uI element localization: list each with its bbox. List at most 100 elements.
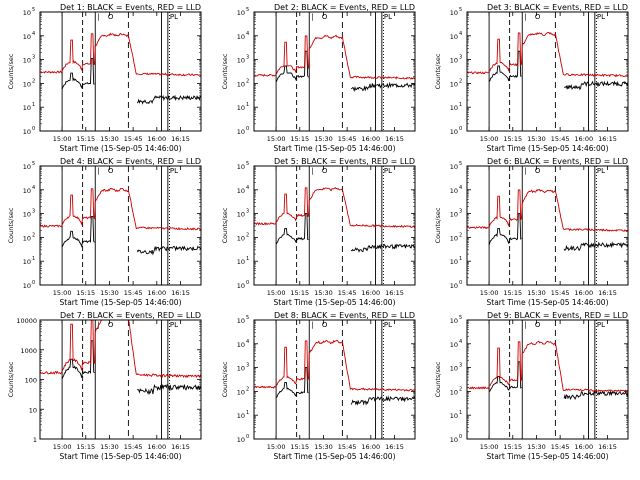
y-axis-label: Counts/sec [221, 207, 229, 243]
marker-label: | [524, 167, 526, 175]
chart-panel-6: Det 6: BLACK = Events, RED = LLD Counts/s… [434, 157, 629, 307]
chart-title: Det 8: BLACK = Events, RED = LLD [274, 311, 415, 320]
y-tick-exponent: 3 [246, 363, 249, 369]
y-tick-label: 10 [29, 406, 37, 414]
events-series-line [488, 361, 629, 401]
x-tick-label: 15:00 [480, 443, 499, 451]
y-tick-label: 10 [23, 104, 31, 112]
y-tick-label: 10 [23, 187, 31, 195]
marker-label: O [108, 13, 114, 21]
chart-title: Det 7: BLACK = Events, RED = LLD [60, 311, 201, 320]
chart-title: Det 1: BLACK = Events, RED = LLD [60, 3, 201, 12]
y-tick-label: 10 [450, 388, 458, 396]
y-tick-exponent: 4 [246, 31, 249, 37]
x-tick-label: 15:15 [290, 135, 309, 143]
x-tick-label: 15:30 [314, 443, 333, 451]
y-axis-label: Counts/sec [7, 361, 15, 397]
y-tick-label: 10 [450, 317, 458, 325]
chart-title: Det 6: BLACK = Events, RED = LLD [487, 157, 628, 166]
y-tick-exponent: 1 [246, 102, 249, 108]
y-tick-exponent: 2 [246, 232, 249, 238]
x-axis-label: Start Time (15-Sep-05 14:46:00) [274, 144, 396, 153]
marker-label: | [524, 13, 526, 21]
marker-label: | [311, 321, 313, 329]
x-tick-label: 15:00 [53, 289, 72, 297]
marker-label: O [535, 321, 541, 329]
x-axis-label: Start Time (15-Sep-05 14:46:00) [60, 144, 182, 153]
lld-series-line [253, 34, 416, 80]
y-tick-label: 10 [237, 128, 245, 136]
y-tick-label: 10 [23, 282, 31, 290]
y-tick-label: 10 [237, 163, 245, 171]
y-tick-exponent: 2 [459, 232, 462, 238]
x-tick-label: 15:15 [503, 443, 522, 451]
lld-series-line [39, 187, 202, 232]
x-tick-label: 15:45 [551, 443, 570, 451]
y-tick-exponent: 2 [459, 386, 462, 392]
y-tick-exponent: 0 [246, 434, 249, 440]
marker-label: PL [170, 167, 178, 175]
x-tick-label: 15:45 [124, 135, 143, 143]
y-tick-label: 10 [237, 282, 245, 290]
y-tick-label: 10 [237, 33, 245, 41]
y-tick-exponent: 4 [459, 339, 462, 345]
y-tick-label: 10 [450, 128, 458, 136]
chart-title: Det 4: BLACK = Events, RED = LLD [60, 157, 201, 166]
y-tick-label: 10 [23, 234, 31, 242]
y-tick-label: 10 [450, 33, 458, 41]
y-tick-exponent: 1 [459, 256, 462, 262]
events-series-line [488, 213, 629, 252]
x-tick-label: 15:00 [53, 135, 72, 143]
y-tick-exponent: 3 [459, 363, 462, 369]
x-tick-label: 15:15 [290, 289, 309, 297]
x-tick-label: 15:30 [527, 289, 546, 297]
marker-label: | [311, 13, 313, 21]
y-tick-label: 10 [23, 163, 31, 171]
y-tick-label: 10 [237, 211, 245, 219]
y-tick-exponent: 0 [459, 280, 462, 286]
chart-panel-4: Det 4: BLACK = Events, RED = LLD Counts/s… [7, 157, 202, 307]
marker-label: PL [170, 321, 178, 329]
chart-title: Det 3: BLACK = Events, RED = LLD [487, 3, 628, 12]
x-tick-label: 16:15 [385, 443, 404, 451]
y-tick-exponent: 2 [459, 78, 462, 84]
lld-series-line [466, 31, 629, 78]
x-tick-label: 16:00 [361, 289, 380, 297]
y-tick-exponent: 0 [459, 434, 462, 440]
y-tick-exponent: 5 [246, 315, 249, 321]
y-tick-exponent: 0 [246, 280, 249, 286]
y-tick-label: 1 [33, 436, 37, 444]
marker-label: O [322, 13, 328, 21]
plot-frame [466, 11, 629, 132]
marker-label: | [97, 13, 99, 21]
chart-panel-3: Det 3: BLACK = Events, RED = LLD Counts/s… [434, 3, 629, 153]
x-tick-label: 15:45 [338, 443, 357, 451]
y-tick-label: 10 [23, 258, 31, 266]
marker-label: O [108, 321, 114, 329]
chart-panel-1: Det 1: BLACK = Events, RED = LLD Counts/s… [7, 3, 202, 153]
chart-panel-7: Det 7: BLACK = Events, RED = LLD Counts/s… [7, 311, 202, 461]
y-tick-label: 10 [23, 33, 31, 41]
marker-label: | [97, 167, 99, 175]
x-tick-label: 15:45 [124, 443, 143, 451]
y-tick-label: 10 [450, 282, 458, 290]
x-tick-label: 15:45 [551, 135, 570, 143]
y-tick-label: 10 [237, 258, 245, 266]
y-tick-label: 10 [23, 211, 31, 219]
x-axis-label: Start Time (15-Sep-05 14:46:00) [487, 298, 609, 307]
y-tick-exponent: 2 [246, 386, 249, 392]
y-tick-exponent: 3 [246, 209, 249, 215]
y-tick-label: 10 [237, 365, 245, 373]
y-axis-label: Counts/sec [7, 53, 15, 89]
y-tick-exponent: 4 [459, 185, 462, 191]
marker-label: O [322, 167, 328, 175]
y-tick-label: 10 [237, 57, 245, 65]
x-tick-label: 15:15 [290, 443, 309, 451]
y-tick-exponent: 5 [459, 161, 462, 167]
y-tick-label: 10 [450, 9, 458, 17]
y-tick-exponent: 2 [32, 232, 35, 238]
y-tick-label: 1000 [20, 347, 37, 355]
y-tick-exponent: 0 [32, 280, 35, 286]
y-tick-label: 10 [237, 9, 245, 17]
marker-label: PL [384, 167, 392, 175]
